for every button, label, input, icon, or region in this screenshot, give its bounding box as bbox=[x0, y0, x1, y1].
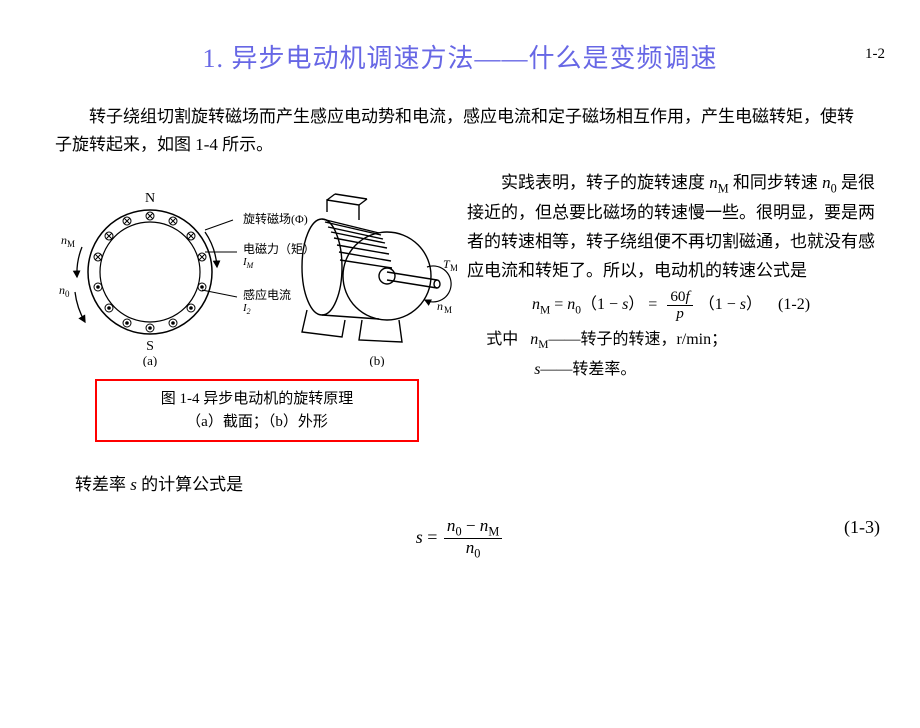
figure-block: N S n M n 0 (a) 旋转磁场(Φ) 电磁力（矩） IM 感应电流 I… bbox=[55, 169, 455, 442]
svg-text:n: n bbox=[437, 299, 443, 313]
right-paragraph: 实践表明，转子的旋转速度 nM 和同步转速 n0 是很接近的，但总要比磁场的转速… bbox=[467, 169, 875, 286]
label-I2: I2 bbox=[243, 302, 251, 316]
svg-text:0: 0 bbox=[65, 289, 70, 299]
caption-line-2: （a）截面；（b）外形 bbox=[107, 411, 407, 434]
label-S: S bbox=[146, 339, 154, 354]
eq-num-1-2: (1-2) bbox=[778, 296, 810, 313]
where-block: 式中 nM——转子的转速，r/min； s——转差率。 bbox=[486, 326, 875, 383]
cross-section-svg: N S n M n 0 (a) bbox=[55, 172, 255, 367]
equation-1-3: s = n0 − nM n0 (1-3) bbox=[0, 517, 920, 561]
motor-outline-svg: T M n M (b) bbox=[267, 172, 457, 367]
caption-line-1: 图 1-4 异步电动机的旋转原理 bbox=[107, 388, 407, 411]
label-induced: 感应电流 bbox=[243, 286, 291, 303]
svg-text:M: M bbox=[67, 239, 75, 249]
label-field: 旋转磁场(Φ) bbox=[243, 210, 308, 227]
label-N: N bbox=[145, 191, 155, 206]
eq-num-1-3: (1-3) bbox=[844, 517, 880, 538]
right-text-block: 实践表明，转子的旋转速度 nM 和同步转速 n0 是很接近的，但总要比磁场的转速… bbox=[455, 169, 875, 442]
intro-paragraph: 转子绕组切割旋转磁场而产生感应电动势和电流，感应电流和定子磁场相互作用，产生电磁… bbox=[55, 103, 865, 159]
page-title: 1. 异步电动机调速方法——什么是变频调速 bbox=[0, 38, 920, 75]
figure-images: N S n M n 0 (a) 旋转磁场(Φ) 电磁力（矩） IM 感应电流 I… bbox=[55, 169, 455, 369]
svg-text:(b): (b) bbox=[369, 353, 384, 367]
slip-intro: 转差率 s 的计算公式是 bbox=[75, 470, 865, 495]
equation-1-2: nM = n0（1 − s） = 60fp （1 − s） (1-2) bbox=[467, 289, 875, 322]
svg-text:(a): (a) bbox=[143, 353, 157, 367]
figure-a: N S n M n 0 (a) bbox=[55, 172, 255, 367]
figure-b: T M n M (b) bbox=[267, 172, 457, 367]
page-number: 1-2 bbox=[865, 46, 885, 63]
svg-text:M: M bbox=[444, 305, 452, 315]
label-force: 电磁力（矩） bbox=[243, 240, 315, 257]
where-intro: 式中 bbox=[486, 331, 518, 348]
middle-section: N S n M n 0 (a) 旋转磁场(Φ) 电磁力（矩） IM 感应电流 I… bbox=[55, 169, 875, 442]
label-IM: IM bbox=[243, 256, 253, 270]
figure-caption-box: 图 1-4 异步电动机的旋转原理 （a）截面；（b）外形 bbox=[95, 379, 419, 442]
